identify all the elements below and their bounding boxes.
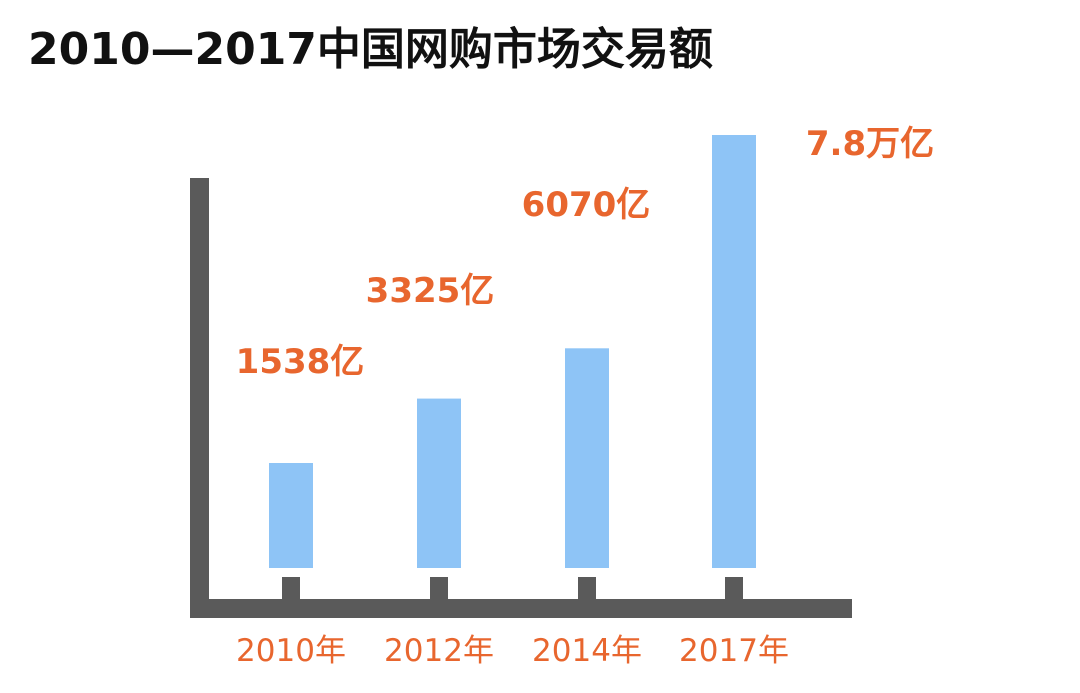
y-axis-line: [190, 178, 209, 618]
chart-axes: [190, 178, 852, 618]
x-axis-tick: [282, 577, 300, 601]
bar: [712, 135, 756, 568]
x-tick-label: 2014年: [532, 633, 642, 669]
data-label: 1538亿: [236, 342, 365, 382]
x-axis-tick-labels: 2010年 2012年 2014年 2017年: [236, 633, 789, 669]
data-label: 6070亿: [522, 185, 651, 225]
x-axis-ticks: [282, 577, 743, 601]
data-label: 3325亿: [366, 271, 495, 311]
x-tick-label: 2010年: [236, 633, 346, 669]
bar: [417, 398, 461, 568]
x-axis-tick: [578, 577, 596, 601]
x-axis-tick: [430, 577, 448, 601]
x-axis-tick: [725, 577, 743, 601]
x-tick-label: 2012年: [384, 633, 494, 669]
bar: [565, 348, 609, 568]
x-axis-line: [190, 599, 852, 618]
chart-title: 2010—2017中国网购市场交易额: [28, 24, 713, 75]
bar: [269, 463, 313, 568]
x-tick-label: 2017年: [679, 633, 789, 669]
bar-series: [269, 135, 756, 568]
data-label: 7.8万亿: [806, 124, 934, 164]
